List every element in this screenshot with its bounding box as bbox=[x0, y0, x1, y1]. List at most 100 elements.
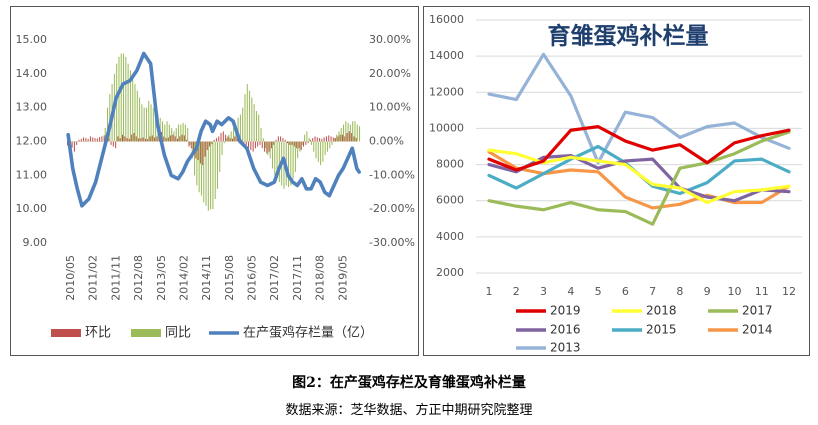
bar-mom bbox=[188, 141, 190, 147]
bar-mom bbox=[337, 136, 339, 142]
bar-mom bbox=[71, 141, 73, 148]
y-right-tick-label: -20.00% bbox=[369, 202, 415, 215]
y-left-tick-label: 13.00 bbox=[16, 101, 48, 114]
bar-mom bbox=[151, 135, 153, 142]
bar-mom bbox=[316, 137, 318, 142]
bar-mom bbox=[170, 135, 172, 142]
series-line-2018 bbox=[487, 148, 791, 205]
bar-mom bbox=[78, 139, 80, 142]
bar-yoy bbox=[255, 111, 257, 142]
bar-yoy bbox=[324, 141, 326, 156]
bar-yoy bbox=[166, 121, 168, 142]
bar-mom bbox=[138, 138, 140, 142]
bar-yoy bbox=[79, 141, 81, 142]
bar-mom bbox=[252, 141, 254, 152]
bar-yoy bbox=[223, 141, 225, 144]
x-tick-label: 6 bbox=[622, 285, 629, 298]
x-tick-label: 2014/11 bbox=[200, 255, 213, 301]
legend-label-mom: 环比 bbox=[85, 326, 111, 341]
bar-mom bbox=[243, 141, 245, 144]
bar-yoy bbox=[304, 134, 306, 142]
bar-yoy bbox=[278, 141, 280, 183]
x-tick-label: 10 bbox=[727, 285, 741, 298]
bar-mom bbox=[103, 135, 105, 142]
bar-mom bbox=[289, 141, 291, 145]
bar-yoy bbox=[230, 131, 232, 142]
bar-mom bbox=[282, 138, 284, 142]
bar-mom bbox=[351, 133, 353, 142]
bar-yoy bbox=[306, 131, 308, 142]
bar-yoy bbox=[196, 141, 198, 186]
bar-yoy bbox=[310, 141, 312, 145]
bar-mom bbox=[215, 138, 217, 142]
bar-mom bbox=[209, 141, 211, 147]
bar-mom bbox=[94, 138, 96, 142]
bar-mom bbox=[355, 138, 357, 142]
bar-mom bbox=[335, 138, 337, 142]
chart-title: 育雏蛋鸡补栏量 bbox=[548, 23, 709, 50]
bar-mom bbox=[190, 141, 192, 149]
bar-mom bbox=[149, 136, 151, 142]
bar-yoy bbox=[260, 127, 262, 142]
legend-label-2018: 2018 bbox=[646, 304, 677, 318]
bar-mom bbox=[268, 141, 270, 152]
bar-yoy bbox=[345, 121, 347, 142]
bar-yoy bbox=[315, 141, 317, 159]
bar-mom bbox=[96, 138, 98, 142]
bar-yoy bbox=[301, 141, 303, 145]
bar-mom bbox=[174, 136, 176, 142]
bar-mom bbox=[218, 136, 220, 142]
bar-yoy bbox=[86, 141, 88, 142]
bar-mom bbox=[99, 137, 101, 142]
legend-swatch-mom bbox=[51, 329, 81, 337]
bar-yoy bbox=[109, 94, 111, 142]
bar-yoy bbox=[219, 141, 221, 172]
bar-yoy bbox=[262, 138, 264, 142]
y-tick-label: 10000 bbox=[429, 121, 464, 134]
bar-yoy bbox=[200, 141, 202, 196]
bar-mom bbox=[231, 138, 234, 142]
bar-yoy bbox=[88, 141, 90, 142]
bar-mom bbox=[225, 134, 227, 142]
bar-mom bbox=[312, 138, 314, 142]
bar-yoy bbox=[292, 141, 294, 179]
bar-yoy bbox=[333, 138, 335, 142]
bar-yoy bbox=[178, 124, 180, 142]
bar-mom bbox=[321, 138, 323, 142]
bar-yoy bbox=[214, 141, 216, 200]
bar-mom bbox=[284, 139, 286, 142]
bar-yoy bbox=[175, 127, 177, 142]
bar-mom bbox=[344, 136, 346, 142]
bar-mom bbox=[133, 133, 135, 142]
bar-yoy bbox=[267, 141, 269, 156]
bar-yoy bbox=[136, 90, 138, 142]
bar-mom bbox=[222, 131, 224, 142]
bar-yoy bbox=[123, 53, 125, 142]
egg-hen-inventory-chart-panel: 15.00 14.00 13.00 12.00 11.00 10.00 9.00 30.00%… bbox=[10, 6, 419, 356]
bar-mom bbox=[121, 134, 124, 142]
bar-yoy bbox=[74, 141, 76, 142]
bar-mom bbox=[245, 141, 247, 145]
y-tick-label: 12000 bbox=[429, 85, 464, 98]
bar-yoy bbox=[329, 141, 331, 149]
y-tick-label: 4000 bbox=[436, 230, 464, 243]
series-line-2015 bbox=[487, 144, 791, 196]
bar-yoy bbox=[356, 124, 358, 142]
bar-mom bbox=[298, 141, 300, 149]
bar-mom bbox=[332, 137, 334, 142]
bar-yoy bbox=[251, 97, 253, 142]
bar-yoy bbox=[139, 97, 141, 142]
bar-yoy bbox=[97, 141, 99, 142]
bar-mom bbox=[181, 134, 183, 142]
bar-mom bbox=[303, 141, 305, 147]
x-tick-label: 2010/05 bbox=[64, 255, 77, 301]
bar-mom bbox=[115, 141, 117, 149]
bar-mom bbox=[348, 131, 350, 142]
bar-mom bbox=[142, 137, 144, 142]
bar-mom bbox=[199, 141, 201, 164]
bar-yoy bbox=[100, 141, 102, 142]
bar-mom bbox=[341, 134, 343, 142]
bar-mom bbox=[296, 141, 298, 149]
bar-mom bbox=[325, 136, 327, 142]
bar-mom bbox=[202, 141, 204, 166]
